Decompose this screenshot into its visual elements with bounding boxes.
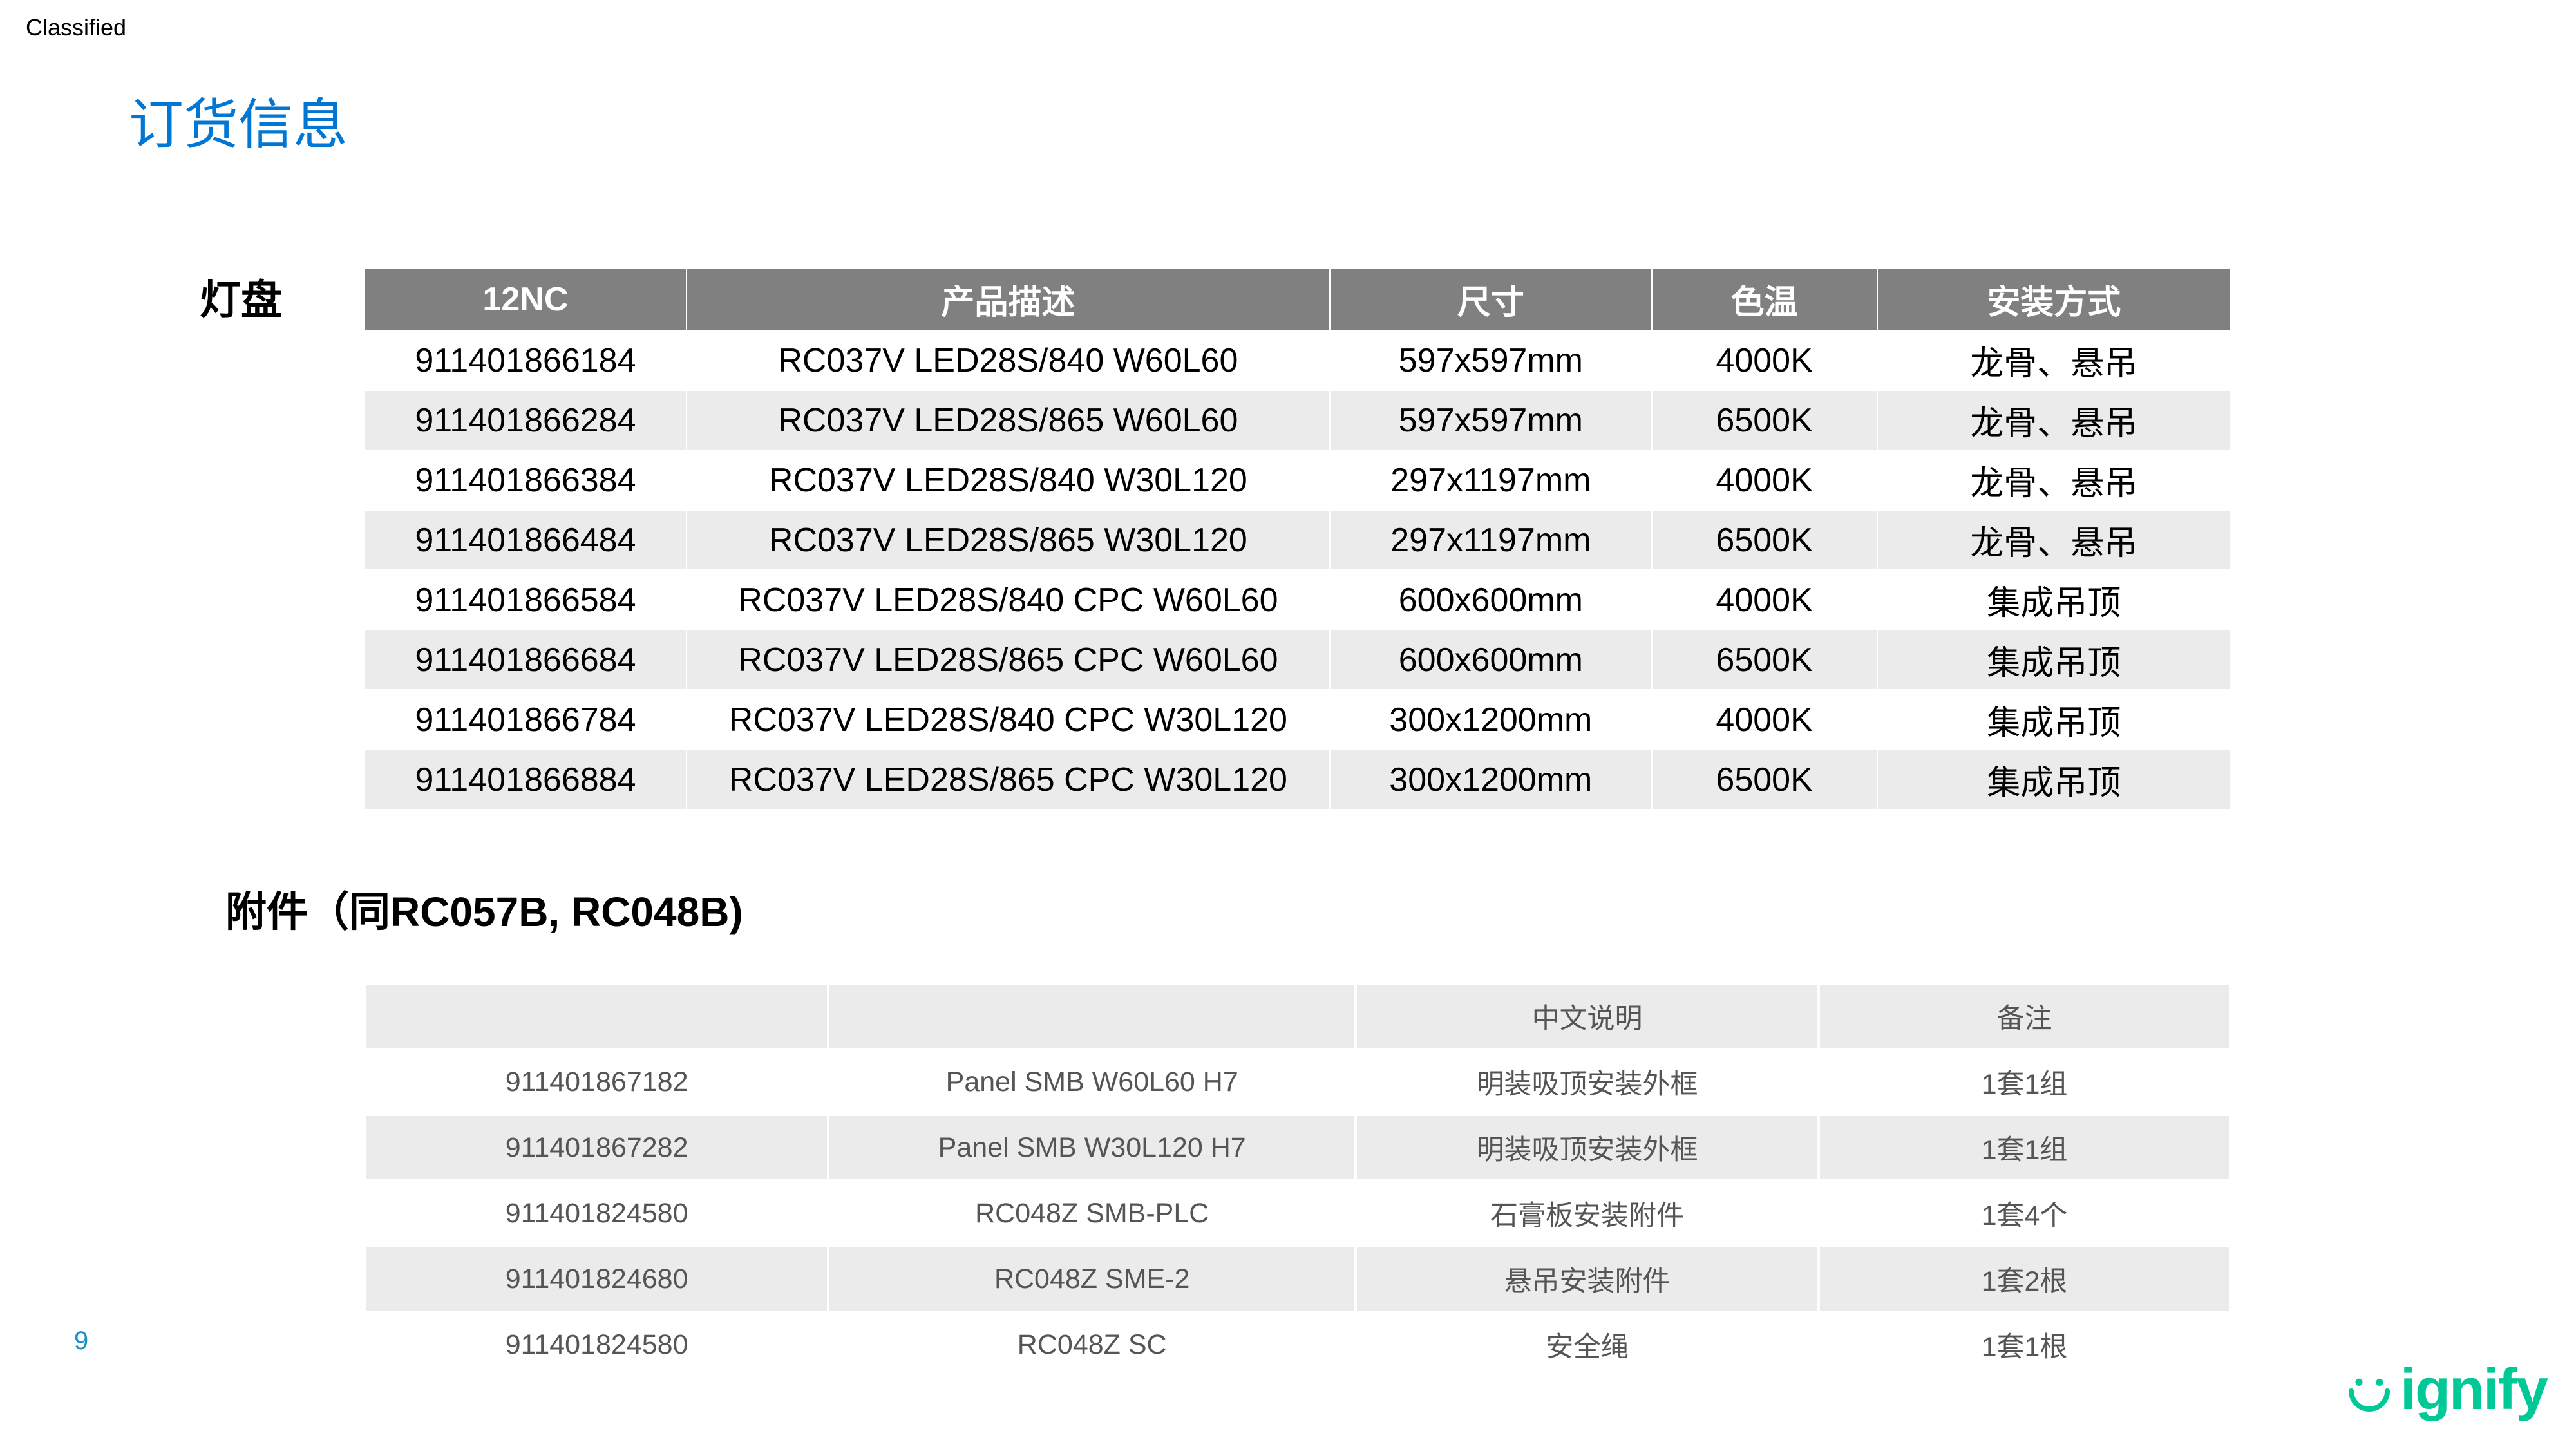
table-cell: 龙骨、悬吊: [1877, 450, 2231, 510]
table-cell: 300x1200mm: [1330, 690, 1652, 750]
table-cell: 911401867282: [365, 1115, 828, 1180]
table-cell: 911401867182: [365, 1049, 828, 1115]
table-cell: 龙骨、悬吊: [1877, 390, 2231, 450]
table-cell: RC037V LED28S/840 W30L120: [687, 450, 1330, 510]
table-cell: RC048Z SME-2: [828, 1246, 1356, 1312]
col-header-remark: 备注: [1819, 983, 2230, 1049]
brand-smile-icon: [2344, 1365, 2395, 1416]
col-header-cct: 色温: [1652, 268, 1877, 330]
table-row: 911401866684RC037V LED28S/865 CPC W60L60…: [365, 630, 2231, 690]
table-cell: Panel SMB W60L60 H7: [828, 1049, 1356, 1115]
table-row: 911401867282Panel SMB W30L120 H7明装吸顶安装外框…: [365, 1115, 2230, 1180]
section-2-label: 附件（同RC057B, RC048B): [225, 879, 743, 938]
page-title: 订货信息: [129, 80, 348, 160]
table-cell: RC048Z SC: [828, 1312, 1356, 1378]
table-cell: 911401866284: [365, 390, 687, 450]
table-cell: 集成吊顶: [1877, 690, 2231, 750]
table-cell: RC037V LED28S/865 CPC W30L120: [687, 750, 1330, 810]
table-cell: 悬吊安装附件: [1356, 1246, 1819, 1312]
table-cell: RC037V LED28S/865 W30L120: [687, 510, 1330, 570]
table-row: 911401866884RC037V LED28S/865 CPC W30L12…: [365, 750, 2231, 810]
table-cell: 1套1组: [1819, 1049, 2230, 1115]
table-cell: 297x1197mm: [1330, 510, 1652, 570]
table-cell: 集成吊顶: [1877, 750, 2231, 810]
table-cell: 911401824580: [365, 1180, 828, 1246]
table-cell: 6500K: [1652, 630, 1877, 690]
table-header-row: 12NC 产品描述 尺寸 色温 安装方式: [365, 268, 2231, 330]
table-row: 911401824580RC048Z SC安全绳1套1根: [365, 1312, 2230, 1378]
table-cell: RC037V LED28S/865 W60L60: [687, 390, 1330, 450]
table-cell: 安全绳: [1356, 1312, 1819, 1378]
accessories-table: 中文说明 备注 911401867182Panel SMB W60L60 H7明…: [364, 982, 2231, 1379]
table-cell: 597x597mm: [1330, 390, 1652, 450]
table-cell: 龙骨、悬吊: [1877, 330, 2231, 390]
table-cell: 1套2根: [1819, 1246, 2230, 1312]
table-row: 911401866284RC037V LED28S/865 W60L60597x…: [365, 390, 2231, 450]
classified-label: Classified: [26, 14, 126, 41]
table-cell: 297x1197mm: [1330, 450, 1652, 510]
table-cell: 集成吊顶: [1877, 570, 2231, 630]
table-cell: RC037V LED28S/840 CPC W60L60: [687, 570, 1330, 630]
table-row: 911401866184RC037V LED28S/840 W60L60597x…: [365, 330, 2231, 390]
col-header-model: [828, 983, 1356, 1049]
table-cell: 4000K: [1652, 330, 1877, 390]
table-row: 911401824580RC048Z SMB-PLC石膏板安装附件1套4个: [365, 1180, 2230, 1246]
col-header-cn-desc: 中文说明: [1356, 983, 1819, 1049]
table-cell: 911401824680: [365, 1246, 828, 1312]
section-1-label: 灯盘: [200, 267, 282, 327]
table-cell: 911401866684: [365, 630, 687, 690]
table-cell: 6500K: [1652, 750, 1877, 810]
products-table: 12NC 产品描述 尺寸 色温 安装方式 911401866184RC037V …: [364, 267, 2231, 810]
table-cell: 明装吸顶安装外框: [1356, 1049, 1819, 1115]
brand-logo: ignify: [2344, 1357, 2547, 1423]
table-cell: RC037V LED28S/840 CPC W30L120: [687, 690, 1330, 750]
col-header-size: 尺寸: [1330, 268, 1652, 330]
table-cell: 6500K: [1652, 390, 1877, 450]
table-cell: Panel SMB W30L120 H7: [828, 1115, 1356, 1180]
table-cell: RC048Z SMB-PLC: [828, 1180, 1356, 1246]
table-cell: 911401866184: [365, 330, 687, 390]
col-header-code: [365, 983, 828, 1049]
table-cell: 1套4个: [1819, 1180, 2230, 1246]
table-cell: 石膏板安装附件: [1356, 1180, 1819, 1246]
table-row: 911401867182Panel SMB W60L60 H7明装吸顶安装外框1…: [365, 1049, 2230, 1115]
table-row: 911401866384RC037V LED28S/840 W30L120297…: [365, 450, 2231, 510]
brand-text: ignify: [2400, 1357, 2547, 1423]
table-cell: 911401866784: [365, 690, 687, 750]
table-cell: 明装吸顶安装外框: [1356, 1115, 1819, 1180]
table-cell: 4000K: [1652, 690, 1877, 750]
table-row: 911401866484RC037V LED28S/865 W30L120297…: [365, 510, 2231, 570]
table-cell: 4000K: [1652, 570, 1877, 630]
table-cell: 300x1200mm: [1330, 750, 1652, 810]
table-cell: 911401824580: [365, 1312, 828, 1378]
table-cell: RC037V LED28S/865 CPC W60L60: [687, 630, 1330, 690]
table-cell: 600x600mm: [1330, 570, 1652, 630]
table-cell: 911401866584: [365, 570, 687, 630]
table-cell: 1套1根: [1819, 1312, 2230, 1378]
table-cell: 911401866484: [365, 510, 687, 570]
table-cell: 集成吊顶: [1877, 630, 2231, 690]
table-cell: 6500K: [1652, 510, 1877, 570]
col-header-12nc: 12NC: [365, 268, 687, 330]
table-cell: 龙骨、悬吊: [1877, 510, 2231, 570]
table-cell: 4000K: [1652, 450, 1877, 510]
table-header-row: 中文说明 备注: [365, 983, 2230, 1049]
table-row: 911401866784RC037V LED28S/840 CPC W30L12…: [365, 690, 2231, 750]
page-number: 9: [74, 1327, 88, 1356]
table-cell: 600x600mm: [1330, 630, 1652, 690]
table-cell: 911401866384: [365, 450, 687, 510]
table-cell: 597x597mm: [1330, 330, 1652, 390]
table-cell: 1套1组: [1819, 1115, 2230, 1180]
col-header-desc: 产品描述: [687, 268, 1330, 330]
table-row: 911401866584RC037V LED28S/840 CPC W60L60…: [365, 570, 2231, 630]
table-cell: 911401866884: [365, 750, 687, 810]
col-header-install: 安装方式: [1877, 268, 2231, 330]
table-cell: RC037V LED28S/840 W60L60: [687, 330, 1330, 390]
table-row: 911401824680RC048Z SME-2悬吊安装附件1套2根: [365, 1246, 2230, 1312]
